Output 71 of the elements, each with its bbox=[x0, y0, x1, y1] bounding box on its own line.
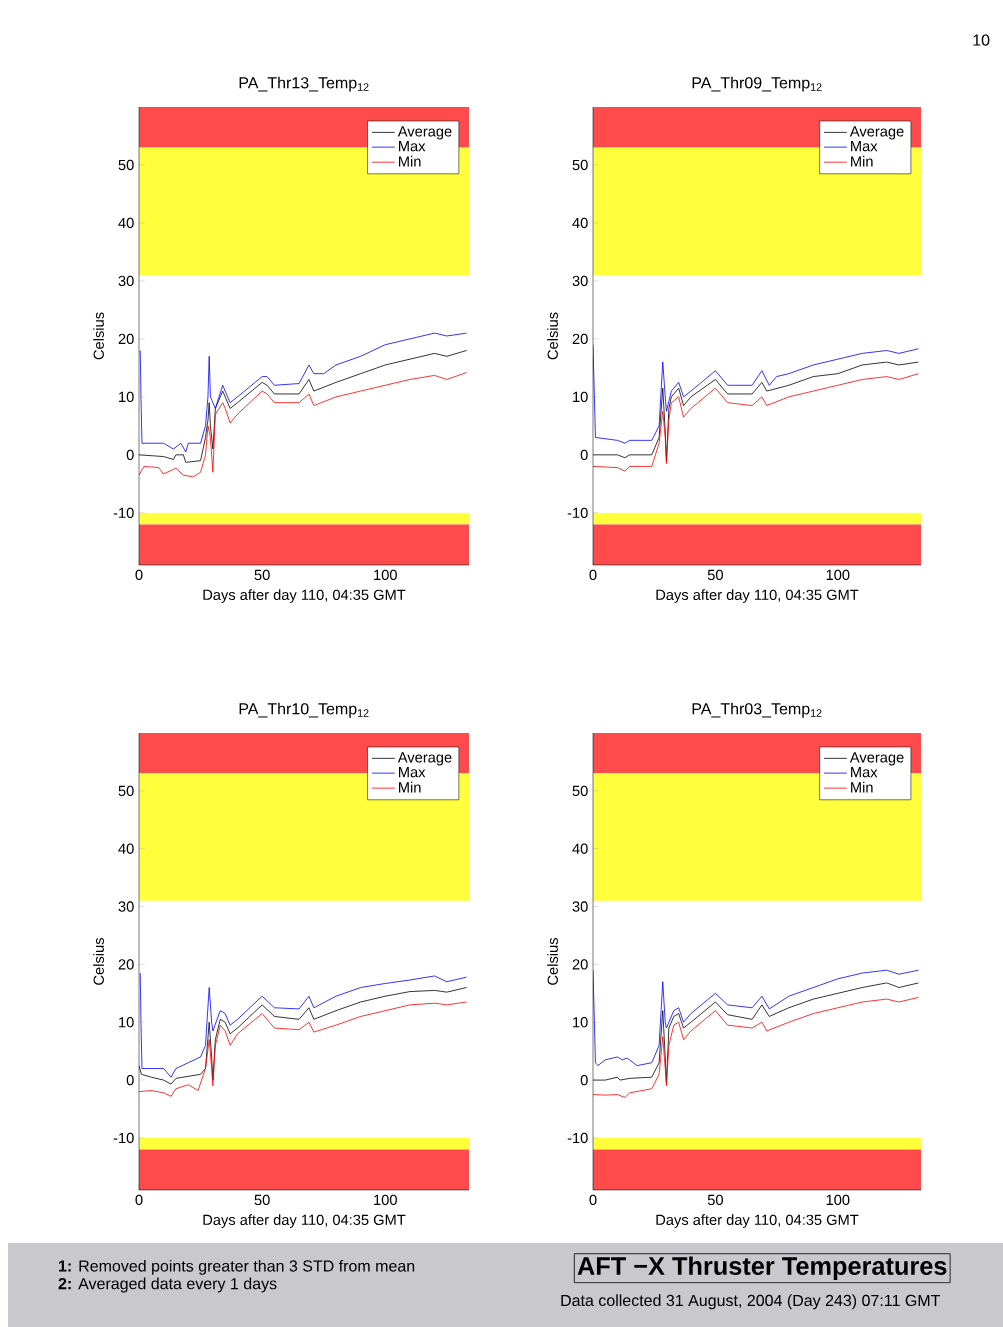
chart-title: PA_Thr03_Temp$_{12}$ bbox=[692, 702, 822, 718]
y-tick-label: 10 bbox=[119, 1017, 134, 1028]
legend-label: Max bbox=[851, 767, 878, 778]
y-tick-label: 0 bbox=[126, 449, 134, 461]
x-tick-label: 0 bbox=[589, 1194, 597, 1206]
y-tick-label: 20 bbox=[572, 959, 588, 970]
legend-label: Min bbox=[399, 781, 421, 793]
y-tick-label: -10 bbox=[567, 1132, 588, 1144]
y-tick-label: -10 bbox=[113, 507, 134, 519]
line-series bbox=[139, 1001, 467, 1097]
text: 10 bbox=[973, 34, 990, 46]
legend-label: Average bbox=[397, 126, 452, 140]
chart-title: PA_Thr09_Temp$_{12}$ bbox=[692, 76, 822, 92]
x-tick-label: 50 bbox=[707, 569, 723, 581]
x-tick-label: 100 bbox=[826, 569, 850, 581]
y-tick-label: 50 bbox=[118, 159, 134, 171]
legend-label: Min bbox=[399, 155, 421, 167]
x-tick-label: 100 bbox=[374, 1194, 397, 1206]
x-tick-label: 100 bbox=[374, 569, 397, 581]
y-tick-label: 20 bbox=[118, 333, 134, 345]
line-series bbox=[593, 996, 919, 1098]
y-tick-label: 10 bbox=[573, 1017, 588, 1028]
y-tick-label: 30 bbox=[572, 901, 588, 912]
y-tick-label: 10 bbox=[573, 391, 588, 403]
y-tick-label: 10 bbox=[119, 391, 134, 403]
x-axis-title: Days after day 110, 04:35 GMT bbox=[656, 589, 859, 603]
y-tick-label: 30 bbox=[572, 275, 588, 287]
y-tick-label: 0 bbox=[126, 1074, 134, 1086]
legend-label: Max bbox=[851, 141, 878, 152]
y-tick-label: 0 bbox=[580, 449, 588, 461]
x-tick-label: 0 bbox=[135, 1194, 143, 1206]
chart-title: PA_Thr10_Temp$_{12}$ bbox=[239, 702, 369, 718]
x-tick-label: 50 bbox=[707, 1194, 723, 1206]
y-tick-label: 50 bbox=[572, 159, 588, 171]
legend-label: Average bbox=[397, 752, 452, 766]
y-tick-label: 50 bbox=[118, 785, 134, 797]
y-tick-label: 20 bbox=[118, 959, 134, 970]
y-tick-label: 50 bbox=[572, 785, 588, 797]
x-tick-label: 0 bbox=[135, 569, 143, 581]
text: AFT −X Thruster Temperatures bbox=[577, 1256, 947, 1280]
legend-label: Max bbox=[399, 767, 426, 778]
text: 2: Averaged data every 1 days bbox=[58, 1277, 277, 1293]
chart-title: PA_Thr13_Temp$_{12}$ bbox=[239, 76, 369, 92]
y-axis-title: Celsius bbox=[547, 938, 558, 985]
y-axis-title: Celsius bbox=[93, 312, 104, 360]
legend-label: Min bbox=[851, 781, 873, 793]
y-tick-label: 40 bbox=[118, 843, 134, 854]
text: 1: Removed points greater than 3 STD from mean bbox=[59, 1259, 415, 1275]
legend-label: Min bbox=[851, 155, 873, 167]
y-axis-title: Celsius bbox=[93, 938, 104, 985]
x-tick-label: 50 bbox=[254, 1194, 270, 1206]
y-tick-label: 40 bbox=[118, 217, 134, 229]
y-tick-label: 30 bbox=[118, 275, 134, 287]
legend-label: Average bbox=[849, 126, 904, 140]
y-tick-label: 20 bbox=[572, 333, 588, 345]
y-tick-label: -10 bbox=[113, 1132, 134, 1144]
y-tick-label: 40 bbox=[572, 217, 588, 229]
x-axis-title: Days after day 110, 04:35 GMT bbox=[203, 1214, 406, 1228]
y-tick-label: 30 bbox=[118, 901, 134, 912]
x-tick-label: 100 bbox=[826, 1194, 850, 1206]
x-axis-title: Days after day 110, 04:35 GMT bbox=[656, 1214, 859, 1228]
legend-label: Average bbox=[849, 752, 904, 766]
y-tick-label: -10 bbox=[567, 507, 588, 519]
x-axis-title: Days after day 110, 04:35 GMT bbox=[203, 589, 406, 603]
x-tick-label: 50 bbox=[254, 569, 270, 581]
y-tick-label: 40 bbox=[572, 843, 588, 854]
y-axis-title: Celsius bbox=[547, 312, 558, 360]
text: Data collected 31 August, 2004 (Day 243) 07:11 GMT bbox=[561, 1294, 941, 1310]
legend-label: Max bbox=[399, 141, 426, 152]
x-tick-label: 0 bbox=[589, 569, 597, 581]
y-tick-label: 0 bbox=[580, 1074, 588, 1086]
